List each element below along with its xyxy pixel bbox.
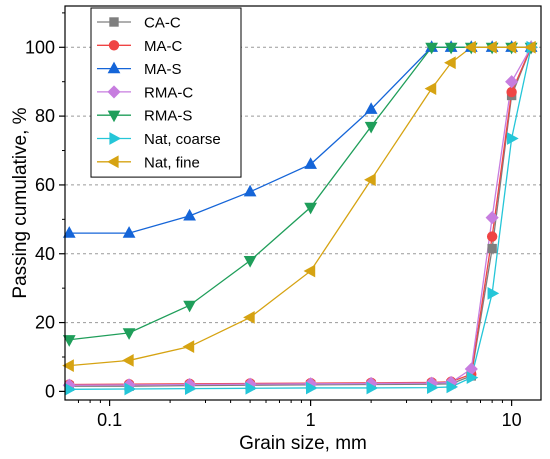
legend-label-nat-coarse: Nat, coarse — [144, 131, 221, 148]
data-point-ma-s — [62, 226, 76, 238]
legend-label-ma-s: MA-S — [144, 61, 182, 78]
data-point-rma-s — [444, 42, 458, 55]
series-line-ca-c — [69, 47, 532, 387]
data-point-nat-coarse — [466, 371, 479, 385]
data-point-nat-fine — [303, 264, 316, 278]
data-point-rma-s — [304, 202, 317, 215]
data-point-nat-coarse — [245, 381, 258, 395]
legend: CA-C MA-C MA-S RMA-C RMA-S Nat, coarse Nat, fi… — [90, 7, 242, 178]
data-point-nat-fine — [182, 340, 195, 354]
data-point-rma-s — [425, 42, 439, 55]
data-point-nat-fine — [62, 359, 74, 372]
data-point-nat-fine — [464, 40, 476, 54]
data-point-nat-fine — [444, 56, 456, 70]
data-point-nat-fine — [364, 173, 376, 187]
data-point-nat-coarse — [184, 382, 197, 396]
legend-marker-ma-c — [108, 40, 120, 51]
data-point-rma-s — [364, 121, 378, 134]
data-point-rma-s — [122, 328, 136, 340]
plot-frame — [64, 5, 542, 401]
data-point-ma-c — [506, 86, 517, 98]
data-point-rma-s — [183, 300, 196, 313]
legend-marker-nat-fine — [106, 155, 119, 169]
data-point-ma-s — [304, 157, 317, 169]
legend-marker-nat-coarse — [109, 132, 122, 145]
legend-label-rma-s: RMA-S — [144, 108, 192, 125]
data-point-nat-fine — [524, 40, 536, 54]
data-point-rma-s — [62, 335, 76, 347]
data-point-rma-c — [505, 75, 519, 89]
legend-marker-rma-s — [107, 110, 121, 123]
y-tick-label-60: 60 — [35, 175, 55, 195]
y-tick-label-40: 40 — [35, 244, 55, 264]
legend-marker-ca-c — [109, 17, 119, 27]
data-point-nat-fine — [243, 311, 255, 324]
legend-marker-ma-s — [107, 61, 121, 74]
data-point-rma-c — [485, 211, 499, 225]
data-point-nat-fine — [485, 40, 497, 54]
data-point-nat-fine — [424, 82, 437, 95]
series-line-ma-c — [69, 47, 532, 386]
data-point-nat-coarse — [507, 132, 519, 145]
data-point-ma-s — [122, 226, 136, 238]
data-point-ma-s — [243, 184, 257, 197]
axis-ticks — [59, 12, 513, 406]
y-tick-label-80: 80 — [35, 106, 55, 126]
legend-label-ma-c: MA-C — [144, 38, 182, 55]
data-point-nat-coarse — [306, 381, 318, 395]
data-point-nat-coarse — [487, 286, 500, 300]
x-tick-label-1: 1 — [306, 410, 316, 430]
y-tick-label-100: 100 — [25, 37, 55, 57]
legend-box — [90, 7, 242, 178]
data-point-rma-s — [243, 256, 257, 268]
data-point-nat-coarse — [446, 380, 459, 394]
y-axis-label: Passing cumulative, % — [10, 107, 31, 298]
series-line-rma-c — [69, 46, 532, 386]
x-axis-label: Grain size, mm — [239, 433, 367, 454]
data-point-nat-coarse — [124, 382, 137, 396]
series-line-nat-coarse — [69, 47, 532, 390]
legend-label-ca-c: CA-C — [144, 15, 181, 32]
data-point-ma-s — [183, 208, 196, 221]
x-tick-label-10: 10 — [502, 410, 522, 430]
x-tick-label-0.1: 0.1 — [97, 410, 122, 430]
data-point-ma-s — [364, 102, 378, 114]
y-tick-label-0: 0 — [45, 381, 55, 401]
series-markers — [62, 40, 539, 396]
legend-label-rma-c: RMA-C — [144, 84, 193, 101]
data-point-nat-coarse — [427, 381, 439, 394]
data-point-nat-coarse — [366, 381, 379, 395]
data-point-nat-fine — [122, 354, 134, 367]
legend-label-nat-fine: Nat, fine — [144, 154, 200, 171]
data-point-ca-c — [487, 243, 497, 254]
y-tick-label-20: 20 — [35, 313, 55, 333]
data-point-ma-c — [486, 231, 498, 242]
legend-marker-rma-c — [107, 85, 121, 99]
data-point-nat-fine — [504, 40, 517, 54]
axis-tick-labels: 0 20 40 60 80 100 0.1 1 10 — [25, 37, 522, 430]
